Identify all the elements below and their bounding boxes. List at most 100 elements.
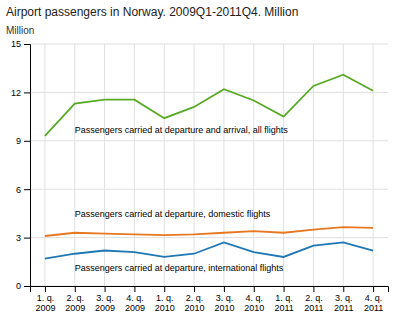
- x-tick-mark: [254, 286, 255, 292]
- y-grid-line: [30, 237, 388, 238]
- annotations: Passengers carried at departure and arri…: [75, 125, 289, 274]
- y-tick-mark: [24, 238, 30, 239]
- x-tick-label-line: 2010: [155, 303, 175, 313]
- y-tick: 9: [16, 136, 30, 146]
- x-tick-mark: [313, 286, 314, 292]
- x-tick-label: 1. q.2009: [35, 293, 55, 313]
- lines: [45, 75, 373, 259]
- x-tick-label-line: 2009: [65, 303, 85, 313]
- x-tick-label: 2. q.2011: [304, 293, 323, 313]
- x-tick: 3. q.2009: [95, 286, 115, 313]
- x-tick-mark: [45, 286, 46, 292]
- y-grid-line: [30, 92, 388, 93]
- y-tick-label: 6: [16, 185, 21, 195]
- x-tick-label-line: 2. q.: [186, 293, 204, 303]
- x-axis: 1. q.20092. q.20093. q.20094. q.20091. q…: [31, 286, 389, 313]
- x-tick-label: 4. q.2010: [244, 293, 264, 313]
- y-tick-mark: [24, 286, 30, 287]
- y-tick: 15: [11, 39, 30, 49]
- x-tick: 1. q.2011: [274, 286, 293, 313]
- x-tick-label-line: 4. q.: [365, 293, 383, 303]
- x-tick-label-line: 3. q.: [96, 293, 114, 303]
- series-label: Passengers carried at departure, interna…: [75, 263, 284, 273]
- x-tick-label-line: 1. q.: [156, 293, 174, 303]
- x-tick: 1. q.2009: [35, 286, 55, 313]
- y-tick-mark: [24, 189, 30, 190]
- x-grid-line: [134, 44, 135, 286]
- x-axis-line: [31, 287, 389, 293]
- x-tick: 2. q.2009: [65, 286, 85, 313]
- x-tick-label-line: 2011: [274, 303, 293, 313]
- x-tick-mark: [75, 286, 76, 292]
- x-tick-mark: [373, 286, 374, 292]
- x-grid-line: [164, 44, 165, 286]
- y-axis: 0 3 6 9 12 15: [11, 39, 31, 291]
- series-label: Passengers carried at departure and arri…: [75, 125, 289, 135]
- x-tick-label-line: 2010: [185, 303, 205, 313]
- x-tick-mark: [343, 286, 344, 292]
- y-tick: 0: [16, 281, 30, 291]
- y-tick: 6: [16, 185, 30, 195]
- x-tick-label: 3. q.2011: [334, 293, 353, 313]
- x-tick: 4. q.2010: [244, 286, 264, 313]
- x-tick-label-line: 2011: [364, 303, 383, 313]
- x-grid-line: [44, 44, 45, 286]
- x-tick: 2. q.2011: [304, 286, 323, 313]
- y-axis-title: Million: [6, 25, 34, 36]
- x-tick-mark: [284, 286, 285, 292]
- x-tick: 4. q.2009: [125, 286, 145, 313]
- y-tick-mark: [24, 92, 30, 93]
- y-axis-line: [24, 45, 31, 287]
- y-tick-label: 15: [11, 39, 21, 49]
- x-tick-label: 4. q.2009: [125, 293, 145, 313]
- x-grid-line: [253, 44, 254, 286]
- x-tick-label-line: 4. q.: [245, 293, 263, 303]
- x-tick: 1. q.2010: [155, 286, 175, 313]
- series-line: [45, 75, 373, 136]
- x-tick-label-line: 2011: [304, 303, 323, 313]
- y-tick-label: 9: [16, 136, 21, 146]
- x-tick-label-line: 3. q.: [216, 293, 234, 303]
- x-tick-label-line: 2009: [95, 303, 115, 313]
- x-tick-label-line: 1. q.: [275, 293, 293, 303]
- x-grid-line: [283, 44, 284, 286]
- x-grid-line: [74, 44, 75, 286]
- x-tick-label: 4. q.2011: [364, 293, 383, 313]
- y-grid-line: [30, 189, 388, 190]
- x-tick-mark: [194, 286, 195, 292]
- x-tick-mark: [224, 286, 225, 292]
- y-tick-mark: [24, 141, 30, 142]
- x-tick-mark: [105, 286, 106, 292]
- x-tick-mark: [164, 286, 165, 292]
- x-grid-line: [313, 44, 314, 286]
- x-tick-label-line: 2010: [214, 303, 234, 313]
- chart: Airport passengers in Norway. 2009Q1-201…: [0, 0, 400, 320]
- x-tick-label-line: 2009: [125, 303, 145, 313]
- x-tick: 3. q.2011: [334, 286, 353, 313]
- grid: [30, 44, 388, 286]
- x-tick-mark: [134, 286, 135, 292]
- x-tick-label: 3. q.2010: [214, 293, 234, 313]
- x-tick: 4. q.2011: [364, 286, 383, 313]
- x-tick-label: 3. q.2009: [95, 293, 115, 313]
- x-tick-label: 2. q.2009: [65, 293, 85, 313]
- x-grid-line: [194, 44, 195, 286]
- x-tick-label: 2. q.2010: [185, 293, 205, 313]
- series-label: Passengers carried at departure, domesti…: [75, 209, 271, 219]
- x-tick-label: 1. q.2011: [274, 293, 293, 313]
- x-tick: 3. q.2010: [214, 286, 234, 313]
- y-tick-label: 0: [16, 281, 21, 291]
- series-line: [45, 242, 373, 258]
- x-tick-label-line: 4. q.: [126, 293, 144, 303]
- series-line: [45, 227, 373, 236]
- x-tick-label-line: 3. q.: [335, 293, 353, 303]
- y-tick: 12: [11, 88, 30, 98]
- x-tick-label: 1. q.2010: [155, 293, 175, 313]
- title: Airport passengers in Norway. 2009Q1-201…: [6, 5, 298, 19]
- y-grid-line: [30, 44, 388, 45]
- y-tick-label: 12: [11, 88, 21, 98]
- x-tick-label-line: 1. q.: [37, 293, 55, 303]
- x-tick-label-line: 2009: [35, 303, 55, 313]
- x-grid-line: [223, 44, 224, 286]
- y-tick-label: 3: [16, 233, 21, 243]
